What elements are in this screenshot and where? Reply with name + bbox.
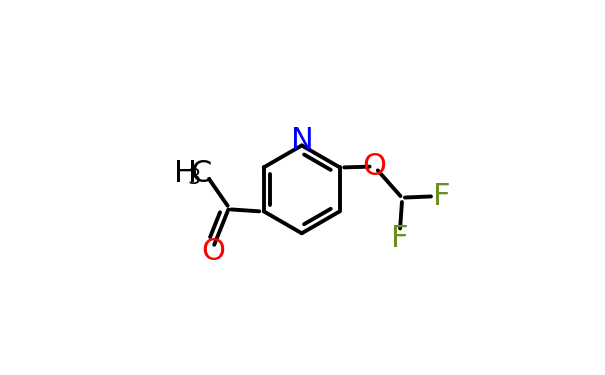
Text: H: H [174,159,197,188]
Text: 3: 3 [187,168,200,188]
Text: F: F [433,182,450,211]
Text: O: O [201,237,225,266]
Text: O: O [362,152,386,181]
Text: F: F [391,224,409,254]
Text: C: C [190,159,211,188]
Text: N: N [292,126,314,156]
